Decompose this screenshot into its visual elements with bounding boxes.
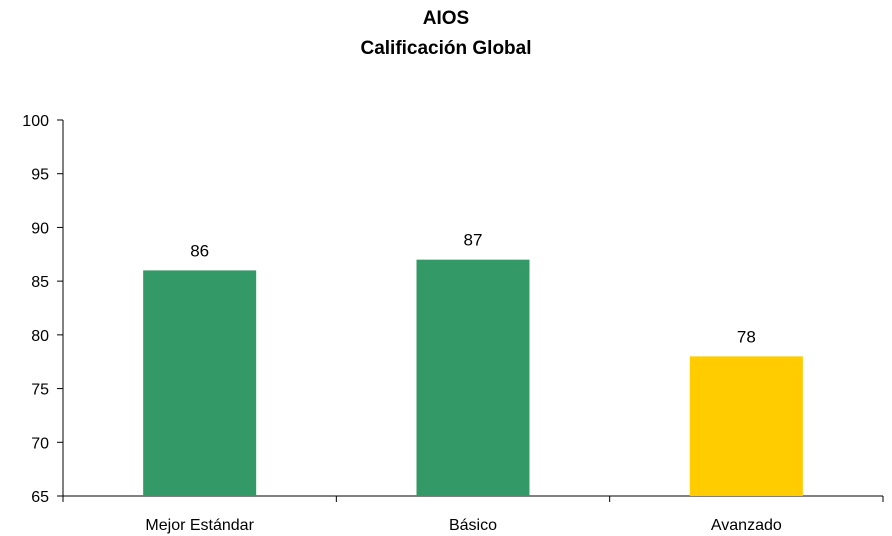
bar-value-label: 87 bbox=[464, 231, 483, 250]
chart-title: AIOS bbox=[422, 8, 470, 29]
bar-value-label: 78 bbox=[737, 327, 756, 346]
x-tick-label: Mejor Estándar bbox=[145, 517, 254, 534]
bar bbox=[416, 259, 530, 496]
x-tick-label: Avanzado bbox=[711, 517, 782, 534]
y-tick-label: 90 bbox=[31, 220, 49, 237]
y-tick-label: 95 bbox=[31, 167, 49, 184]
bar bbox=[689, 356, 803, 496]
bar-value-label: 86 bbox=[190, 241, 209, 260]
y-tick-label: 100 bbox=[22, 113, 49, 130]
y-tick-label: 70 bbox=[31, 435, 49, 452]
x-tick-label: Básico bbox=[449, 517, 497, 534]
chart-subtitle: Calificación Global bbox=[360, 38, 532, 59]
y-tick-label: 80 bbox=[31, 328, 49, 345]
y-tick-label: 65 bbox=[31, 489, 49, 506]
y-tick-label: 75 bbox=[31, 382, 49, 399]
y-tick-label: 85 bbox=[31, 274, 49, 291]
bar bbox=[143, 270, 257, 496]
